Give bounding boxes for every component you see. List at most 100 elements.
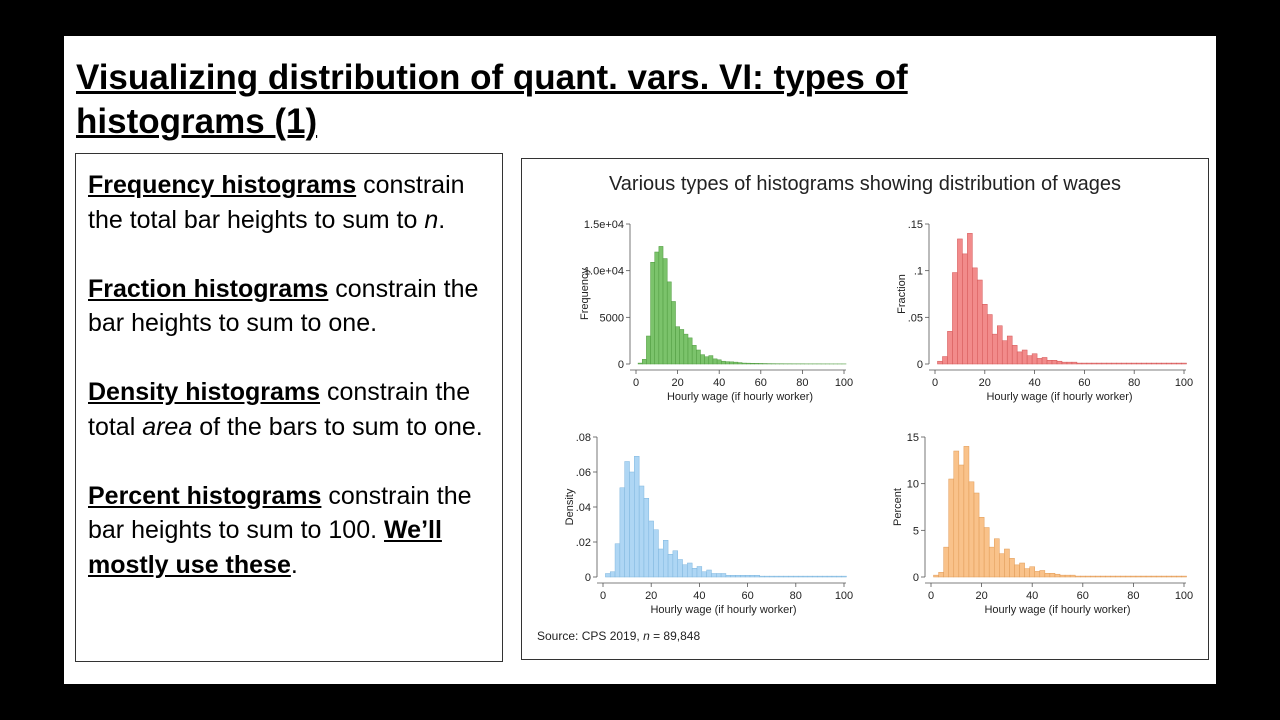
histogram-bar <box>704 356 710 365</box>
x-axis-label: Hourly wage (if hourly worker) <box>667 391 813 403</box>
histogram-bar <box>706 569 712 578</box>
y-tick-label: 10 <box>907 479 919 491</box>
histogram-bar <box>1090 575 1096 578</box>
y-tick-label: 1.5e+04 <box>584 219 624 231</box>
histogram-bar <box>1111 362 1118 365</box>
histogram-bar <box>1006 335 1013 365</box>
histogram-bar <box>711 573 717 578</box>
y-tick-label: 0 <box>917 359 923 371</box>
histogram-bar <box>983 527 990 578</box>
histogram-bar <box>745 362 751 365</box>
histogram-bar <box>658 548 664 578</box>
histogram-bar <box>1080 575 1086 578</box>
x-tick-label: 80 <box>796 377 808 389</box>
x-tick-label: 20 <box>645 590 657 602</box>
histogram-bar <box>634 456 640 578</box>
histogram-bar <box>1116 362 1123 365</box>
histogram-bar <box>1160 575 1167 578</box>
histogram-bar <box>663 540 669 578</box>
histogram-bar <box>691 345 697 365</box>
histogram-bar <box>1130 575 1137 578</box>
histogram-bar <box>758 363 764 365</box>
histogram-bar <box>817 575 823 578</box>
histogram-bar <box>671 301 676 365</box>
histogram-bar <box>725 575 731 578</box>
histogram-bar <box>682 564 688 578</box>
histogram-bar <box>1021 349 1028 365</box>
keyword: Frequency histograms <box>88 171 357 199</box>
x-axis-label: Hourly wage (if hourly worker) <box>650 604 796 616</box>
histogram-bar <box>1140 575 1147 578</box>
histogram-bar <box>1011 345 1018 365</box>
histogram-bar <box>729 361 735 365</box>
keyword: Fraction histograms <box>88 274 329 303</box>
paragraph-1: Frequency histograms constrain the total… <box>88 168 492 237</box>
x-tick-label: 0 <box>600 590 606 602</box>
histogram-bar <box>1115 575 1122 578</box>
histogram-bar <box>716 359 722 365</box>
x-tick-label: 100 <box>1175 590 1193 602</box>
histogram-bar <box>624 461 630 578</box>
histogram-bar <box>963 446 970 578</box>
x-tick-label: 40 <box>1028 377 1040 389</box>
histogram-bar <box>973 492 980 578</box>
histogram-bar <box>1125 575 1132 578</box>
y-tick-label: .08 <box>576 432 591 444</box>
histogram-bar <box>1131 362 1137 365</box>
histogram-bar <box>614 543 621 578</box>
source-prefix: Source: CPS 2019, <box>537 629 644 643</box>
histogram-bar <box>667 554 674 578</box>
histogram-bar <box>769 575 775 578</box>
histogram-bar <box>1036 358 1043 365</box>
histogram-bar <box>679 329 685 365</box>
x-tick-label: 80 <box>1128 377 1140 389</box>
histogram-bar <box>675 326 680 365</box>
x-tick-label: 60 <box>1078 377 1090 389</box>
histogram-bar <box>1031 353 1038 365</box>
histogram-bar <box>952 272 958 365</box>
figure-title: Various types of histograms showing dist… <box>608 173 1122 195</box>
x-tick-label: 60 <box>1077 590 1089 602</box>
histogram-bar <box>942 356 948 365</box>
histogram-bar <box>1014 564 1020 578</box>
histogram-bar <box>754 575 760 578</box>
x-tick-label: 60 <box>741 590 753 602</box>
histogram-bar <box>1151 362 1157 365</box>
histogram-bar <box>1024 568 1030 578</box>
histogram-bar <box>947 331 953 365</box>
histogram-bar <box>802 575 809 578</box>
histogram-bar <box>1136 362 1142 365</box>
histogram-bar <box>1166 575 1172 578</box>
x-tick-label: 0 <box>928 590 934 602</box>
histogram-panel-fraction: 0 .05 .1 .15 0 20 40 60 80 100 Hourly wage (if hou… <box>896 219 1193 403</box>
slide: Visualizing distribution of quant. vars.… <box>64 36 1216 684</box>
histogram-bar <box>1029 566 1035 578</box>
histogram-bar <box>712 358 718 365</box>
y-tick-label: .1 <box>914 266 923 278</box>
histogram-bar <box>646 335 651 365</box>
histogram-bar <box>831 575 838 578</box>
histogram-bar <box>822 575 828 578</box>
paragraph-3: Density histograms constrain the total a… <box>88 375 492 444</box>
histogram-bar <box>696 349 701 365</box>
histogram-bar <box>1026 355 1033 365</box>
x-axis-label: Hourly wage (if hourly worker) <box>984 604 1130 616</box>
histogram-bar <box>1049 573 1056 578</box>
x-tick-label: 100 <box>835 590 853 602</box>
histogram-bar <box>957 238 963 365</box>
histogram-bar <box>687 337 693 365</box>
keyword: Density histograms <box>88 378 321 406</box>
y-axis-label: Density <box>564 488 576 525</box>
y-tick-label: 5000 <box>600 312 624 324</box>
y-tick-label: 0 <box>913 572 919 584</box>
x-tick-label: 100 <box>1175 377 1193 389</box>
text-run: constrain the bar heights to sum to one. <box>88 274 479 338</box>
y-axis-label: Percent <box>892 488 904 526</box>
histogram-bar <box>658 246 664 365</box>
x-tick-label: 100 <box>835 377 853 389</box>
histogram-bar <box>988 546 995 578</box>
histogram-bar <box>987 314 993 365</box>
histogram-bar <box>977 279 983 365</box>
histogram-bar <box>953 450 960 578</box>
histogram-bar <box>999 553 1005 578</box>
